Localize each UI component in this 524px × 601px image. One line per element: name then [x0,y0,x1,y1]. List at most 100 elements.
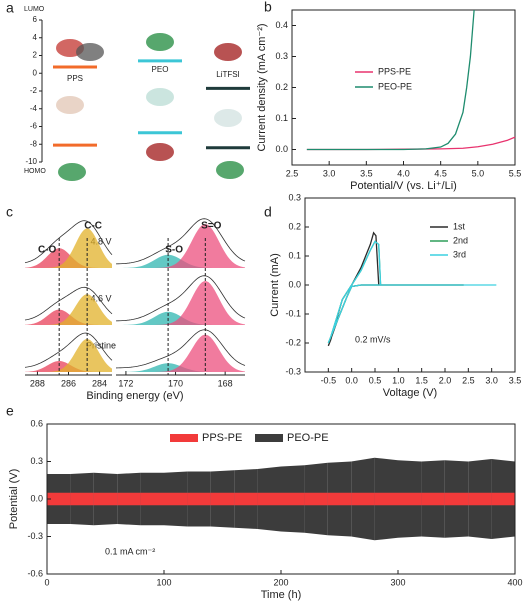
y-axis-label: Current (mA) [269,253,281,317]
amplitude-band [140,492,164,506]
molecule-orbital [146,33,174,51]
y-tick-label: -6 [30,122,38,131]
panel-label: e [6,403,14,419]
x-tick-label: 5.5 [509,168,522,178]
x-tick-label: 3.0 [323,168,336,178]
x-tick-label: 3.5 [360,168,373,178]
molecule-orbital [146,143,174,161]
x-tick-label: 400 [507,577,522,587]
x-tick-label: 168 [218,378,233,388]
peak [25,339,112,372]
peak [25,294,112,325]
axis-end-label: LUMO [24,6,45,13]
peak-label: S-O [165,245,183,256]
x-tick-label: -0.5 [321,375,337,385]
y-axis-label: Potential (V) [8,469,20,530]
amplitude-band [421,492,445,506]
amplitude-band [164,492,188,506]
envelope [115,329,246,369]
legend-swatch [170,434,198,442]
x-tick-label: 2.5 [462,375,475,385]
peak [116,281,245,325]
annotation: 0.2 mV/s [355,334,391,344]
amplitude-band [70,492,94,506]
series-line [306,9,475,151]
panel-label: a [6,0,14,16]
x-tick-label: 100 [156,577,171,587]
legend-swatch [255,434,283,442]
envelope [24,286,113,321]
peak-label: C-C [84,221,102,232]
amplitude-band [398,492,422,506]
y-tick-label: 0.1 [275,113,288,123]
y-tick-label: -0.3 [27,531,43,541]
envelope [24,220,113,264]
y-tick-label: -0.1 [285,308,301,318]
series-line [306,136,516,151]
y-axis-label: Current density (mA cm⁻²) [256,23,268,151]
x-tick-label: 0.0 [345,375,358,385]
y-tick-label: 2 [33,51,38,60]
y-tick-label: 0.4 [275,20,288,30]
amplitude-band [491,492,515,506]
x-axis-label: Potential/V (vs. Li⁺/Li) [350,180,457,192]
amplitude-band [257,492,281,506]
molecule-orbital [214,43,242,61]
row-label: Pristine [86,340,116,350]
molecule-orbital [214,109,242,127]
x-tick-label: 286 [61,378,76,388]
y-tick-label: 6 [33,15,38,24]
y-tick-label: -2 [30,86,38,95]
x-tick-label: 4.5 [434,168,447,178]
x-tick-label: 1.0 [392,375,405,385]
y-tick-label: -4 [30,104,38,113]
series-line [327,240,497,344]
x-tick-label: 0.5 [369,375,382,385]
amplitude-band [304,492,328,506]
y-tick-label: -0.3 [285,366,301,376]
annotation: 0.1 mA cm⁻² [105,546,155,556]
x-tick-label: 172 [118,378,133,388]
x-tick-label: 3.5 [509,375,522,385]
legend-label: PEO-PE [378,81,412,91]
x-tick-label: 200 [273,577,288,587]
amplitude-band [187,492,211,506]
peak [116,334,245,372]
amplitude-band [444,492,469,506]
legend-label: 3rd [453,249,466,259]
peak-label: C-O [38,245,57,256]
x-tick-label: 4.0 [397,168,410,178]
amplitude-band [47,492,71,506]
y-tick-label: 0.3 [30,456,43,466]
amplitude-band [374,492,398,506]
envelope [115,218,246,265]
molecule-orbital [146,88,174,106]
y-tick-label: 0.0 [275,144,288,154]
peak [25,228,112,268]
y-tick-label: -10 [25,157,37,166]
molecule-orbital [58,163,86,181]
x-axis-label: Voltage (V) [383,387,437,399]
envelope [24,332,113,368]
envelope [115,275,246,322]
y-tick-label: 0.0 [288,279,301,289]
x-tick-label: 288 [30,378,45,388]
y-tick-label: 0.3 [275,51,288,61]
amplitude-band [117,492,141,506]
y-tick-label: 0.3 [288,192,301,202]
amplitude-band [93,492,118,506]
molecule-label: PPS [67,74,83,83]
y-tick-label: -0.6 [27,568,43,578]
y-tick-label: -0.2 [285,337,301,347]
y-tick-label: 0.1 [288,250,301,260]
axis-end-label: HOMO [24,168,46,175]
legend-label: 1st [453,221,466,231]
y-tick-label: -8 [30,139,38,148]
legend-label: 2nd [453,235,468,245]
x-tick-label: 300 [390,577,405,587]
molecule-orbital [56,96,84,114]
legend-label: PPS-PE [378,66,411,76]
amplitude-band [351,492,375,506]
amplitude-band [468,492,492,506]
